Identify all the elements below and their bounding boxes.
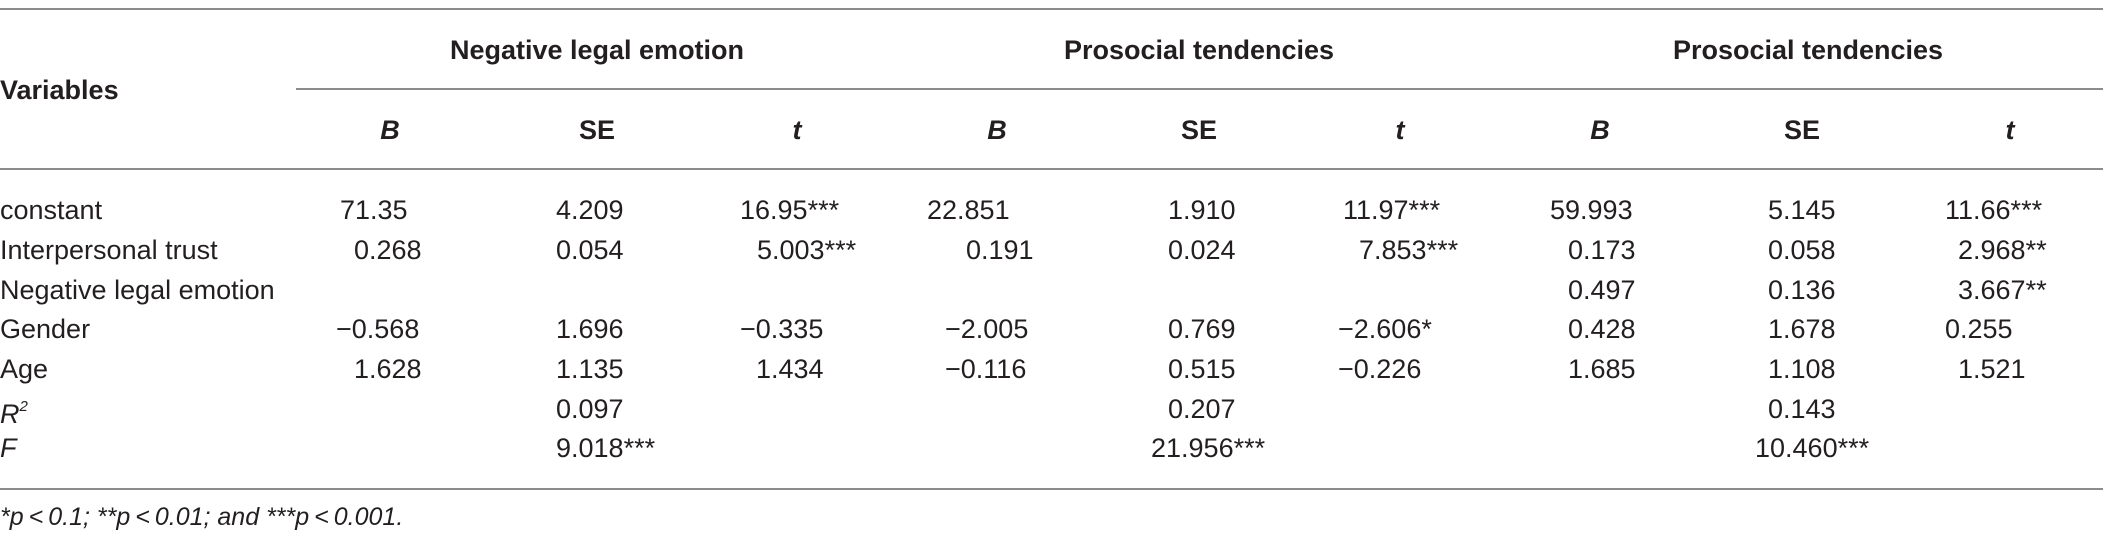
row-label-negative-legal-emotion: Negative legal emotion <box>0 275 275 305</box>
table-cell: 4.209 <box>556 195 624 225</box>
row-label-constant: constant <box>0 195 103 225</box>
table-cell: 11.66*** <box>1945 195 2043 225</box>
group-header-prosocial-tendencies-2: Prosocial tendencies <box>1672 35 1944 65</box>
subheader-b-1: B <box>380 115 400 145</box>
table-cell: 0.497 <box>1568 275 1636 305</box>
row-label-r-squared: R2 <box>0 393 28 430</box>
subheader-se-2: SE <box>1180 115 1218 145</box>
table-cell: 16.95*** <box>740 195 840 225</box>
table-cell: 5.003*** <box>757 235 857 265</box>
group-header-negative-legal-emotion: Negative legal emotion <box>449 35 745 65</box>
table-cell: 0.255 <box>1945 314 2013 344</box>
table-cell: −0.116 <box>945 354 1027 384</box>
table-footnote: *p < 0.1; **p < 0.01; and ***p < 0.001. <box>0 503 404 531</box>
table-cell: 1.135 <box>556 354 624 384</box>
table-cell: 1.521 <box>1958 354 2026 384</box>
table-cell: 21.956*** <box>1151 433 1266 463</box>
table-cell: 9.018*** <box>556 433 656 463</box>
table-top-rule <box>0 8 2103 10</box>
table-cell: 0.097 <box>556 394 624 424</box>
table-cell: −0.335 <box>740 314 824 344</box>
table-cell: 0.024 <box>1168 235 1236 265</box>
subheader-se-1: SE <box>578 115 616 145</box>
subheader-t-2: t <box>1395 115 1405 145</box>
table-cell: 71.35 <box>340 195 408 225</box>
table-cell: 0.136 <box>1768 275 1836 305</box>
subheader-t-3: t <box>2005 115 2015 145</box>
header-bottom-rule <box>0 168 2103 170</box>
table-cell: 22.851 <box>927 195 1010 225</box>
table-cell: 0.143 <box>1768 394 1836 424</box>
table-cell: 0.207 <box>1168 394 1236 424</box>
row-label-gender: Gender <box>0 314 91 344</box>
table-cell: 2.968** <box>1958 235 2047 265</box>
table-cell: −0.226 <box>1338 354 1422 384</box>
table-cell: 1.434 <box>756 354 824 384</box>
table-cell: 3.667** <box>1958 275 2047 305</box>
table-cell: 0.515 <box>1168 354 1236 384</box>
subheader-b-3: B <box>1590 115 1610 145</box>
subheader-b-2: B <box>987 115 1007 145</box>
group-header-prosocial-tendencies-1: Prosocial tendencies <box>1063 35 1335 65</box>
table-cell: 0.191 <box>966 235 1034 265</box>
table-cell: 59.993 <box>1550 195 1633 225</box>
row-label-interpersonal-trust: Interpersonal trust <box>0 235 218 265</box>
r-squared-superscript: 2 <box>19 398 28 415</box>
table-cell: 1.696 <box>556 314 624 344</box>
row-label-age: Age <box>0 354 49 384</box>
variables-header: Variables <box>0 75 119 105</box>
table-cell: 1.678 <box>1768 314 1836 344</box>
table-cell: 0.428 <box>1568 314 1636 344</box>
r-squared-letter: R <box>0 399 20 429</box>
table-bottom-rule <box>0 488 2103 490</box>
table-cell: 0.058 <box>1768 235 1836 265</box>
table-cell: 0.769 <box>1168 314 1236 344</box>
table-cell: 1.910 <box>1168 195 1236 225</box>
table-cell: 1.628 <box>354 354 422 384</box>
table-cell: −2.606* <box>1338 314 1432 344</box>
table-cell: −2.005 <box>945 314 1029 344</box>
header-group-rule <box>296 88 2103 90</box>
subheader-se-3: SE <box>1783 115 1821 145</box>
table-cell: −0.568 <box>336 314 420 344</box>
table-cell: 7.853*** <box>1359 235 1459 265</box>
table-cell: 0.268 <box>354 235 422 265</box>
subheader-t-1: t <box>792 115 802 145</box>
table-cell: 0.054 <box>556 235 624 265</box>
table-cell: 1.685 <box>1568 354 1636 384</box>
table-cell: 11.97*** <box>1343 195 1441 225</box>
row-label-f: F <box>0 433 17 463</box>
table-cell: 0.173 <box>1568 235 1636 265</box>
table-cell: 5.145 <box>1768 195 1836 225</box>
table-cell: 10.460*** <box>1755 433 1870 463</box>
table-cell: 1.108 <box>1768 354 1836 384</box>
